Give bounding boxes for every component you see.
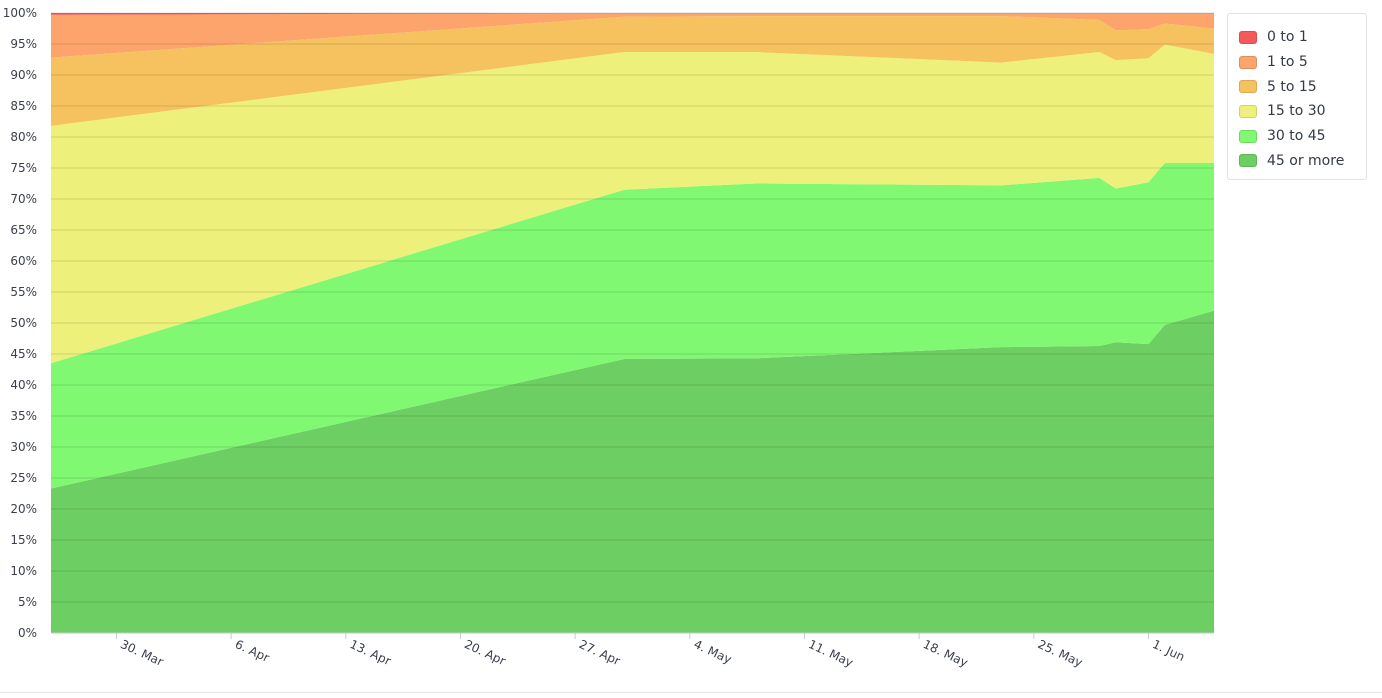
legend-swatch xyxy=(1239,104,1257,118)
legend-item-15-to-30[interactable]: 15 to 30 xyxy=(1239,99,1366,124)
y-tick-label: 5% xyxy=(18,595,37,609)
y-tick-label: 25% xyxy=(10,471,37,485)
y-tick-label: 55% xyxy=(10,285,37,299)
x-tick-label: 18. May xyxy=(921,637,970,670)
y-tick-label: 80% xyxy=(10,130,37,144)
y-tick-label: 65% xyxy=(10,223,37,237)
y-tick-label: 60% xyxy=(10,254,37,268)
x-tick-label: 11. May xyxy=(806,637,855,670)
legend: 0 to 1 1 to 5 5 to 15 15 to 30 30 to 45 45 or… xyxy=(1227,13,1367,180)
x-tick-label: 1. Jun xyxy=(1150,637,1187,664)
y-tick-label: 45% xyxy=(10,347,37,361)
y-tick-label: 50% xyxy=(10,316,37,330)
legend-swatch xyxy=(1239,55,1257,69)
y-tick-label: 20% xyxy=(10,502,37,516)
y-tick-label: 95% xyxy=(10,37,37,51)
series-area-0-to-1[interactable] xyxy=(51,13,1214,15)
legend-label: 45 or more xyxy=(1267,152,1345,169)
y-tick-label: 10% xyxy=(10,564,37,578)
legend-item-5-to-15[interactable]: 5 to 15 xyxy=(1239,74,1366,99)
legend-label: 15 to 30 xyxy=(1267,103,1326,120)
x-tick-label: 30. Mar xyxy=(118,637,165,669)
x-tick-label: 13. Apr xyxy=(348,637,394,668)
series-area-30-to-45[interactable] xyxy=(51,163,1214,489)
x-tick-label: 20. Apr xyxy=(462,637,508,668)
y-tick-label: 30% xyxy=(10,440,37,454)
series-area-1-to-5[interactable] xyxy=(51,13,1214,58)
legend-label: 1 to 5 xyxy=(1267,54,1308,71)
x-tick-label: 4. May xyxy=(692,637,734,667)
series-areas xyxy=(51,13,1214,633)
legend-swatch xyxy=(1239,80,1257,94)
legend-item-30-to-45[interactable]: 30 to 45 xyxy=(1239,124,1366,149)
legend-swatch xyxy=(1239,154,1257,168)
y-tick-label: 40% xyxy=(10,378,37,392)
legend-label: 5 to 15 xyxy=(1267,78,1317,95)
x-tick-label: 27. Apr xyxy=(577,637,623,668)
legend-item-45-or-more[interactable]: 45 or more xyxy=(1239,148,1366,173)
y-tick-label: 15% xyxy=(10,533,37,547)
y-tick-label: 90% xyxy=(10,68,37,82)
y-tick-label: 35% xyxy=(10,409,37,423)
y-tick-label: 85% xyxy=(10,99,37,113)
legend-item-0-to-1[interactable]: 0 to 1 xyxy=(1239,25,1366,50)
series-area-15-to-30[interactable] xyxy=(51,44,1214,364)
y-tick-label: 75% xyxy=(10,161,37,175)
x-axis: 30. Mar 6. Apr 13. Apr 20. Apr 27. Apr 4. May… xyxy=(116,633,1187,670)
x-tick-label: 25. May xyxy=(1036,637,1085,670)
y-tick-label: 100% xyxy=(3,6,37,20)
grid-lines xyxy=(51,12,1214,634)
legend-label: 30 to 45 xyxy=(1267,128,1326,145)
series-area-45-or-more[interactable] xyxy=(51,310,1214,633)
y-tick-label: 70% xyxy=(10,192,37,206)
series-area-5-to-15[interactable] xyxy=(51,16,1214,126)
legend-swatch xyxy=(1239,30,1257,44)
legend-item-1-to-5[interactable]: 1 to 5 xyxy=(1239,50,1366,75)
x-tick-label: 6. Apr xyxy=(233,637,272,665)
bottom-divider xyxy=(0,692,1382,693)
y-axis: 0% 5% 10% 15% 20% 25% 30% 35% 40% 45% 50% 55% 60% 65%… xyxy=(3,6,37,640)
legend-label: 0 to 1 xyxy=(1267,29,1308,46)
legend-swatch xyxy=(1239,129,1257,143)
y-tick-label: 0% xyxy=(18,626,37,640)
